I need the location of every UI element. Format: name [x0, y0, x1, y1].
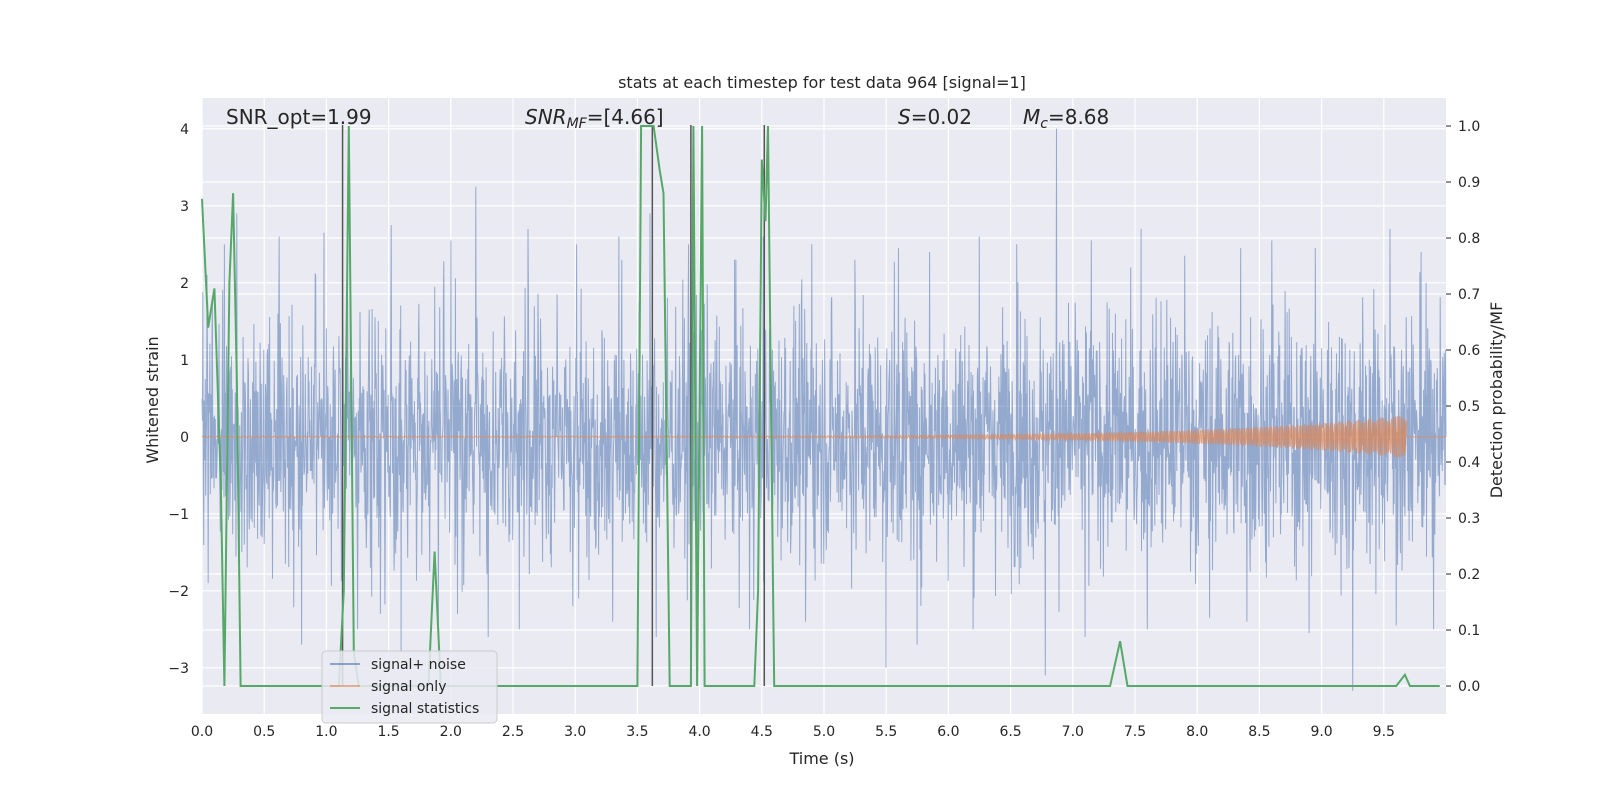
left-y-tick-label: 2: [180, 276, 189, 292]
annotation-snr-mf-main: SNR: [525, 105, 567, 129]
right-y-tick-label: 0.6: [1458, 343, 1480, 359]
chart-title: stats at each timestep for test data 964…: [618, 73, 1026, 92]
x-tick-label: 3.0: [564, 724, 586, 740]
left-y-tick-label: −1: [168, 507, 189, 523]
left-y-tick-label: −2: [168, 584, 189, 600]
annotation-s-value: =0.02: [911, 105, 972, 129]
legend-box: [321, 650, 498, 724]
left-y-tick-label: 3: [180, 199, 189, 215]
right-y-tick-label: 0.3: [1458, 511, 1480, 527]
x-tick-label: 4.0: [688, 724, 710, 740]
x-tick-label: 6.5: [999, 724, 1021, 740]
left-y-tick-label: 1: [180, 353, 189, 369]
signal-statistics-line: [201, 125, 1440, 687]
x-tick-label: 9.0: [1310, 724, 1332, 740]
left-y-axis-label: Whitened strain: [143, 336, 162, 463]
right-y-tick-label: 0.1: [1458, 623, 1480, 639]
x-tick-label: 6.0: [937, 724, 959, 740]
left-y-axis-ticks: −3 −2 −1 0 1 2 3 4: [168, 122, 189, 677]
annotation-mc-value: =8.68: [1048, 105, 1109, 129]
x-axis-ticks: 0.0 0.5 1.0 1.5 2.0 2.5 3.0 3.5 4.0 4.5 5.0 5.5 6.0 6…: [191, 724, 1395, 740]
x-tick-label: 1.5: [377, 724, 399, 740]
x-tick-label: 0.0: [191, 724, 213, 740]
x-tick-label: 8.5: [1248, 724, 1270, 740]
right-y-tick-label: 0.8: [1458, 231, 1480, 247]
x-tick-label: 0.5: [253, 724, 275, 740]
annotation-mc-main: M: [1023, 105, 1040, 129]
right-y-tick-label: 0.4: [1458, 455, 1480, 471]
legend-label-signal: signal only: [371, 679, 446, 695]
legend-label-stats: signal statistics: [371, 701, 479, 717]
right-y-tick-label: 0.0: [1458, 679, 1480, 695]
annotation-snr-mf: SNRMF=[4.66]: [525, 105, 664, 132]
right-y-tick-label: 0.2: [1458, 567, 1480, 583]
annotation-snr-mf-sub: MF: [567, 116, 588, 132]
x-tick-label: 5.5: [875, 724, 897, 740]
x-axis-label: Time (s): [788, 749, 854, 768]
right-y-tick-label: 0.5: [1458, 399, 1480, 415]
x-tick-label: 2.5: [502, 724, 524, 740]
signal-plus-noise-series: [201, 128, 1447, 691]
signal-only-line: [201, 416, 1446, 458]
x-tick-label: 5.0: [813, 724, 835, 740]
right-y-tick-label: 0.7: [1458, 287, 1480, 303]
annotation-snr-mf-value: =[4.66]: [587, 105, 664, 129]
x-tick-label: 8.0: [1186, 724, 1208, 740]
x-tick-label: 1.0: [315, 724, 337, 740]
x-tick-label: 2.0: [440, 724, 462, 740]
legend-label-noise: signal+ noise: [371, 657, 466, 673]
x-tick-label: 3.5: [626, 724, 648, 740]
x-tick-label: 9.5: [1373, 724, 1395, 740]
right-y-axis-ticks: 0.0 0.1 0.2 0.3 0.4 0.5 0.6 0.7 0.8 0.9 1.0: [1446, 119, 1480, 695]
x-tick-label: 7.5: [1124, 724, 1146, 740]
annotation-snr-opt: SNR_opt=1.99: [226, 105, 372, 129]
signal-statistics-series: [201, 125, 1440, 687]
annotation-mc: Mc=8.68: [1023, 105, 1109, 132]
annotation-s-main: S: [898, 105, 911, 129]
right-y-tick-label: 0.9: [1458, 175, 1480, 191]
left-y-tick-label: −3: [168, 661, 189, 677]
signal-plus-noise-line: [201, 128, 1447, 691]
right-y-axis-label: Detection probability/MF: [1487, 302, 1506, 499]
signal-only-series: [201, 416, 1446, 458]
x-tick-label: 7.0: [1062, 724, 1084, 740]
x-tick-label: 4.5: [751, 724, 773, 740]
legend: signal+ noise signal only signal statist…: [321, 650, 498, 724]
right-y-tick-label: 1.0: [1458, 119, 1480, 135]
annotation-mc-sub: c: [1040, 116, 1048, 132]
annotation-s: S=0.02: [898, 105, 972, 129]
left-y-tick-label: 4: [180, 122, 189, 138]
left-y-tick-label: 0: [180, 430, 189, 446]
